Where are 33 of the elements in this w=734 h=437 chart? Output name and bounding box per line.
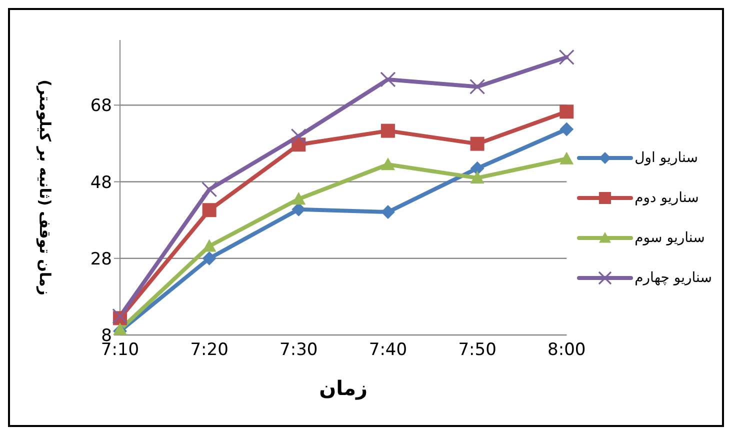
x-tick-label: 7:50: [458, 340, 496, 360]
point: [292, 192, 306, 205]
y-tick-label: 28: [90, 249, 112, 270]
legend-label: سناریو دوم: [634, 190, 699, 206]
legend-label: سناریو چهارم: [634, 270, 712, 286]
x-tick-label: 7:40: [368, 340, 408, 360]
point: [470, 136, 484, 151]
point: [560, 152, 574, 164]
point: [202, 203, 216, 218]
x-axis-title: زمان: [319, 376, 368, 400]
legend-label: سناریو سوم: [634, 230, 705, 246]
point: [470, 170, 484, 184]
point: [470, 161, 484, 176]
point: [380, 124, 395, 138]
x-tick-label: 7:20: [190, 340, 228, 360]
point: [202, 182, 218, 198]
y-axis-title: زمان توقف (ثانیه بر کیلومتر): [36, 80, 54, 296]
point: [560, 122, 574, 136]
point: [202, 239, 216, 252]
y-tick-label: 48: [90, 172, 112, 193]
point: [558, 49, 574, 66]
point: [380, 158, 395, 170]
point: [290, 128, 306, 144]
y-tick-label: 68: [90, 96, 112, 116]
x-tick-label: 8:00: [548, 340, 586, 360]
point: [202, 251, 216, 266]
point: [380, 72, 396, 88]
point: [560, 104, 574, 119]
point: [470, 78, 486, 95]
x-tick-label: 7:30: [280, 340, 318, 360]
point: [380, 205, 395, 220]
point: [112, 308, 128, 324]
legend-label: سناریو اول: [634, 150, 698, 166]
